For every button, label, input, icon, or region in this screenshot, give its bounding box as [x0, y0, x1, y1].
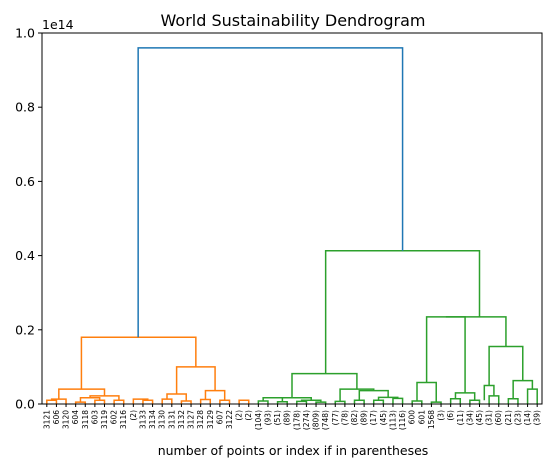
dendrogram-link-28 [372, 399, 385, 404]
leaf-label-44: (34) [465, 410, 474, 425]
leaf-label-25: (89) [283, 410, 292, 425]
leaf-label-43: (11) [456, 410, 465, 425]
leaf-label-0: 3121 [42, 410, 51, 429]
y-tick-label-2: 0.4 [15, 248, 35, 263]
plot-axes [41, 32, 543, 405]
leaf-label-19: 3122 [225, 410, 234, 429]
dendrogram-link-8 [142, 399, 154, 404]
leaf-label-22: (104) [254, 410, 263, 430]
dendrogram-link-38 [469, 399, 481, 404]
dendrogram-link-44 [526, 388, 538, 404]
leaf-label-4: 3118 [81, 410, 90, 429]
leaf-label-15: 3127 [187, 410, 196, 429]
leaf-label-12: 3130 [158, 410, 167, 429]
dendrogram-link-31 [358, 389, 389, 401]
leaf-label-42: (6) [446, 410, 455, 421]
leaf-label-24: (51) [273, 410, 282, 425]
dendrogram-link-11 [166, 393, 187, 402]
leaf-label-9: (2) [129, 410, 138, 421]
leaf-label-50: (14) [523, 410, 532, 425]
dendrogram-link-47 [445, 316, 507, 347]
leaf-label-29: (748) [321, 410, 330, 430]
leaf-label-31: (78) [340, 410, 349, 425]
dendrogram-link-13 [219, 399, 231, 404]
dendrogram-link-43 [507, 398, 519, 404]
leaf-label-37: (116) [398, 410, 407, 430]
leaf-label-7: 602 [110, 410, 119, 425]
leaf-label-40: 1568 [427, 410, 436, 429]
leaf-label-5: 603 [90, 410, 99, 425]
leaf-label-47: (60) [494, 410, 503, 425]
leaf-label-13: 3131 [167, 410, 176, 429]
leaf-label-20: (2) [235, 410, 244, 421]
dendrogram-link-49 [137, 47, 404, 338]
dendrogram-link-29 [392, 397, 404, 404]
leaf-label-21: (2) [244, 410, 253, 421]
leaf-label-28: (809) [312, 410, 321, 430]
leaf-label-46: (31) [485, 410, 494, 425]
dendrogram-link-36 [416, 381, 437, 403]
dendrogram-link-46 [488, 345, 524, 386]
leaf-label-35: (45) [379, 410, 388, 425]
leaf-label-34: (17) [369, 410, 378, 425]
leaf-label-14: 3132 [177, 410, 186, 429]
dendrogram-link-48 [324, 250, 481, 374]
leaf-label-10: 3133 [138, 410, 147, 429]
leaf-label-51: (39) [533, 410, 542, 425]
dendrogram-link-12 [199, 398, 212, 404]
y-tick-label-4: 0.8 [15, 100, 35, 115]
leaf-label-18: 607 [215, 410, 224, 425]
dendrogram-link-2 [94, 399, 106, 404]
y-tick-label-1: 0.2 [15, 322, 35, 337]
dendrogram-link-15 [238, 399, 250, 404]
leaf-label-17: 3129 [206, 410, 215, 429]
leaf-label-11: 3134 [148, 410, 157, 429]
leaf-label-26: (178) [292, 410, 301, 430]
y-tick-label-3: 0.6 [15, 174, 35, 189]
leaf-label-39: 601 [417, 410, 426, 425]
dendrogram-link-9 [161, 398, 173, 404]
leaf-label-32: (82) [350, 410, 359, 425]
leaf-label-27: (274) [302, 410, 311, 430]
leaf-label-33: (89) [360, 410, 369, 425]
leaf-label-36: (113) [388, 410, 397, 430]
dendrogram-link-41 [488, 395, 500, 404]
leaf-label-23: (93) [263, 410, 272, 425]
dendrogram-link-40 [425, 316, 466, 393]
leaf-label-2: 3120 [62, 410, 71, 429]
dendrogram-link-6 [50, 398, 67, 404]
dendrogram-link-4 [113, 399, 125, 404]
dendrogram-link-27 [353, 399, 365, 404]
leaf-label-1: 606 [52, 410, 61, 425]
leaf-label-8: 3116 [119, 410, 128, 429]
leaf-label-48: (21) [504, 410, 513, 425]
y-tick-label-5: 1.0 [15, 26, 35, 41]
dendrogram-links [46, 47, 538, 404]
chart-title: World Sustainability Dendrogram [161, 11, 426, 30]
dendrogram-link-18 [80, 336, 197, 390]
leaf-label-49: (23) [513, 410, 522, 425]
leaf-label-41: (3) [437, 410, 446, 421]
dendrogram-link-0 [46, 399, 58, 404]
y-axis-offset-label: 1e14 [42, 17, 74, 32]
leaf-label-45: (45) [475, 410, 484, 425]
plot-frame [41, 32, 543, 405]
leaf-label-38: 600 [408, 410, 417, 425]
dendrogram-link-37 [449, 398, 462, 404]
y-tick-label-0: 0.0 [15, 397, 35, 412]
x-axis-label: number of points or index if in parenthe… [158, 443, 429, 458]
leaf-label-6: 3119 [100, 410, 109, 429]
leaf-label-30: (77) [331, 410, 340, 425]
dendrogram-link-33 [291, 372, 358, 398]
leaf-label-3: 604 [71, 410, 80, 425]
leaf-label-16: 3128 [196, 410, 205, 429]
dendrogram-link-25 [272, 396, 312, 401]
dendrogram-link-16 [132, 398, 149, 404]
